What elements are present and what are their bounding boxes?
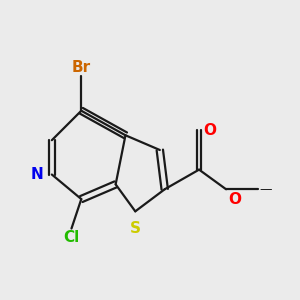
Text: N: N bbox=[31, 167, 43, 182]
Text: Cl: Cl bbox=[63, 230, 80, 245]
Text: —: — bbox=[259, 183, 272, 196]
Text: Br: Br bbox=[72, 60, 91, 75]
Text: S: S bbox=[130, 221, 141, 236]
Text: O: O bbox=[203, 123, 216, 138]
Text: O: O bbox=[229, 192, 242, 207]
